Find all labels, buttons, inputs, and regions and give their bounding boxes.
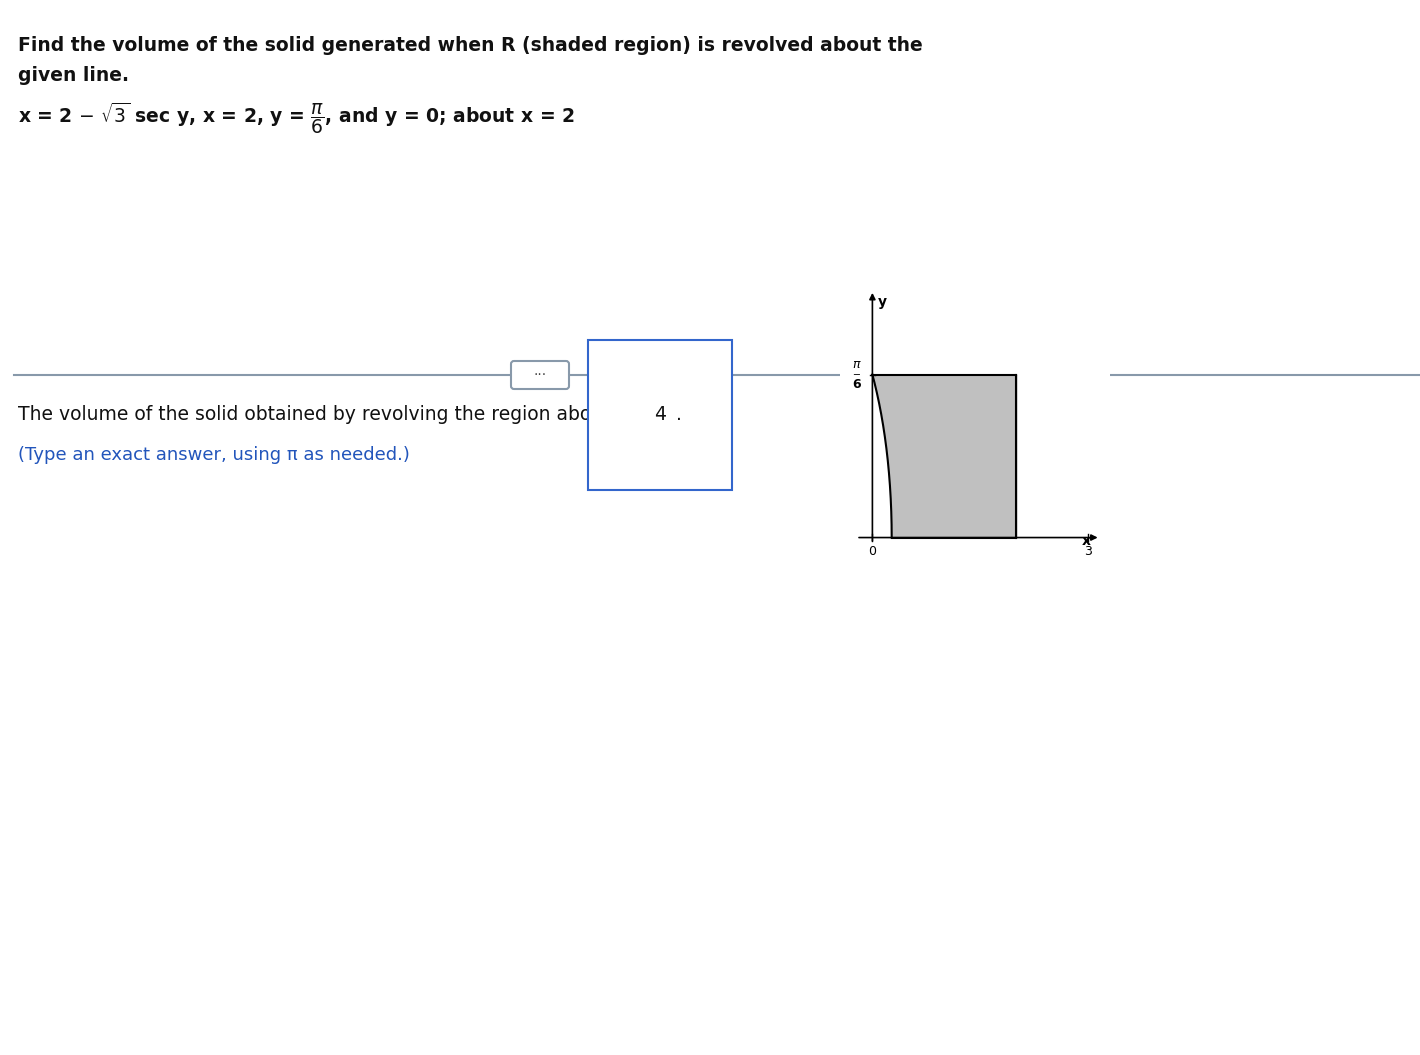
Text: (Type an exact answer, using π as needed.): (Type an exact answer, using π as needed… (18, 446, 410, 464)
Text: .: . (676, 405, 682, 424)
Text: ─: ─ (853, 369, 859, 380)
Text: y: y (878, 295, 886, 309)
Text: Find the volume of the solid generated when R (shaded region) is revolved about : Find the volume of the solid generated w… (18, 36, 923, 55)
Text: $\pi$: $\pi$ (852, 358, 862, 371)
Text: given line.: given line. (18, 66, 129, 85)
FancyBboxPatch shape (511, 361, 569, 389)
Text: 3: 3 (1085, 545, 1092, 558)
Text: 0: 0 (869, 545, 876, 558)
Text: 6: 6 (852, 379, 861, 391)
Text: x: x (1082, 534, 1091, 549)
Text: The volume of the solid obtained by revolving the region about x = 2 is: The volume of the solid obtained by revo… (18, 405, 694, 424)
Text: x = 2 $-$ $\sqrt{3}$ sec y, x = 2, y = $\dfrac{\pi}{6}$, and y = 0; about x = 2: x = 2 $-$ $\sqrt{3}$ sec y, x = 2, y = $… (18, 100, 575, 136)
Text: 4: 4 (655, 405, 666, 424)
Text: ···: ··· (534, 368, 547, 382)
